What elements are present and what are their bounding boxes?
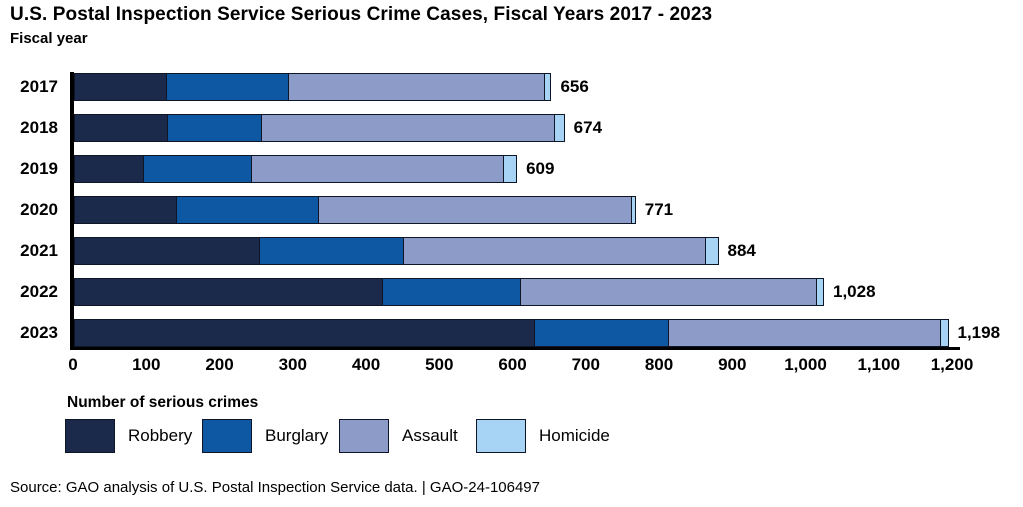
x-tick-300: 300 — [278, 355, 307, 374]
stacked-bar-2017: 656 — [74, 73, 589, 101]
legend-title: Number of serious crimes — [67, 394, 259, 411]
stacked-bar-2019: 609 — [74, 155, 554, 183]
bar-segment-burglary-2019 — [142, 155, 253, 183]
x-axis-line — [70, 347, 960, 350]
legend-label-burglary: Burglary — [265, 426, 329, 445]
bar-segment-robbery-2019 — [74, 155, 144, 183]
bar-segment-burglary-2021 — [259, 237, 405, 265]
legend-label-robbery: Robbery — [128, 426, 193, 445]
bar-segment-burglary-2018 — [166, 114, 262, 142]
chart-title: U.S. Postal Inspection Service Serious C… — [10, 4, 713, 25]
x-tick-400: 400 — [351, 355, 381, 374]
source-note: Source: GAO analysis of U.S. Postal Insp… — [10, 479, 540, 496]
bar-segment-assault-2019 — [251, 155, 505, 183]
bar-segment-burglary-2017 — [166, 73, 290, 101]
legend-item-assault: Assault — [339, 419, 476, 453]
x-tick-800: 800 — [644, 355, 674, 374]
total-label-2019: 609 — [526, 159, 555, 178]
x-tick-500: 500 — [425, 355, 454, 374]
year-label-2019: 2019 — [20, 159, 58, 178]
bar-row-2017: 2017 656 — [0, 73, 1023, 101]
x-tick-200: 200 — [205, 355, 234, 374]
bar-segment-burglary-2020 — [176, 196, 320, 224]
legend-item-homicide: Homicide — [476, 419, 610, 453]
legend-swatch-homicide — [476, 419, 526, 453]
legend-swatch-assault — [339, 419, 389, 453]
total-label-2020: 771 — [644, 200, 674, 219]
legend-label-homicide: Homicide — [539, 426, 610, 445]
x-tick-0: 0 — [68, 355, 78, 374]
total-label-2021: 884 — [727, 241, 756, 260]
x-tick-1100: 1,100 — [857, 355, 901, 374]
bar-row-2022: 2022 1,028 — [0, 278, 1023, 306]
stacked-bar-2021: 884 — [74, 237, 756, 265]
legend-swatch-robbery — [65, 419, 115, 453]
x-tick-700: 700 — [571, 355, 600, 374]
bar-segment-assault-2017 — [288, 73, 546, 101]
stacked-bar-2020: 771 — [74, 196, 673, 224]
legend: Robbery Burglary Assault Homicide — [65, 419, 610, 453]
total-label-2018: 674 — [573, 118, 603, 137]
bar-segment-robbery-2017 — [74, 73, 168, 101]
bar-row-2019: 2019 609 — [0, 155, 1023, 183]
x-tick-100: 100 — [132, 355, 161, 374]
total-label-2023: 1,198 — [957, 323, 1001, 342]
x-tick-900: 900 — [718, 355, 747, 374]
stacked-bar-2022: 1,028 — [74, 278, 876, 306]
legend-swatch-burglary — [202, 419, 252, 453]
x-tick-1200: 1,200 — [930, 355, 974, 374]
year-label-2023: 2023 — [20, 323, 58, 342]
bar-segment-homicide-2022 — [815, 278, 824, 306]
bar-segment-homicide-2019 — [503, 155, 518, 183]
total-label-2017: 656 — [560, 77, 589, 96]
bar-segment-burglary-2023 — [533, 319, 670, 347]
y-axis-line — [70, 72, 74, 350]
bar-segment-robbery-2021 — [74, 237, 261, 265]
legend-label-assault: Assault — [402, 426, 458, 445]
bar-segment-robbery-2022 — [74, 278, 384, 306]
bar-segment-assault-2018 — [260, 114, 555, 142]
bar-row-2018: 2018 674 — [0, 114, 1023, 142]
stacked-bar-2023: 1,198 — [74, 319, 1000, 347]
legend-item-robbery: Robbery — [65, 419, 202, 453]
legend-item-burglary: Burglary — [202, 419, 339, 453]
bar-row-2020: 2020 771 — [0, 196, 1023, 224]
bar-segment-burglary-2022 — [382, 278, 522, 306]
year-label-2020: 2020 — [20, 200, 58, 219]
x-tick-1000: 1,000 — [784, 355, 827, 374]
x-axis-ticks: 0 100 200 300 400 500 600 700 800 900 1,000 1,100 1,… — [68, 355, 993, 377]
stacked-bar-2018: 674 — [74, 114, 602, 142]
year-label-2022: 2022 — [20, 282, 58, 301]
bar-segment-homicide-2018 — [553, 114, 565, 142]
bar-segment-robbery-2020 — [74, 196, 178, 224]
bar-segment-homicide-2020 — [630, 196, 636, 224]
total-label-2022: 1,028 — [832, 282, 876, 301]
y-axis-title: Fiscal year — [10, 30, 88, 47]
bar-segment-assault-2022 — [520, 278, 817, 306]
bar-segment-assault-2023 — [668, 319, 942, 347]
bar-segment-homicide-2023 — [940, 319, 949, 347]
year-label-2017: 2017 — [20, 77, 58, 96]
bar-segment-robbery-2023 — [74, 319, 535, 347]
bar-segment-assault-2021 — [403, 237, 706, 265]
bar-segment-homicide-2021 — [704, 237, 719, 265]
bar-segment-assault-2020 — [318, 196, 632, 224]
bar-row-2023: 2023 1,198 — [0, 319, 1023, 347]
year-label-2018: 2018 — [20, 118, 58, 137]
x-tick-600: 600 — [498, 355, 527, 374]
bar-row-2021: 2021 884 — [0, 237, 1023, 265]
bar-segment-homicide-2017 — [544, 73, 552, 101]
bar-segment-robbery-2018 — [74, 114, 168, 142]
year-label-2021: 2021 — [20, 241, 58, 260]
